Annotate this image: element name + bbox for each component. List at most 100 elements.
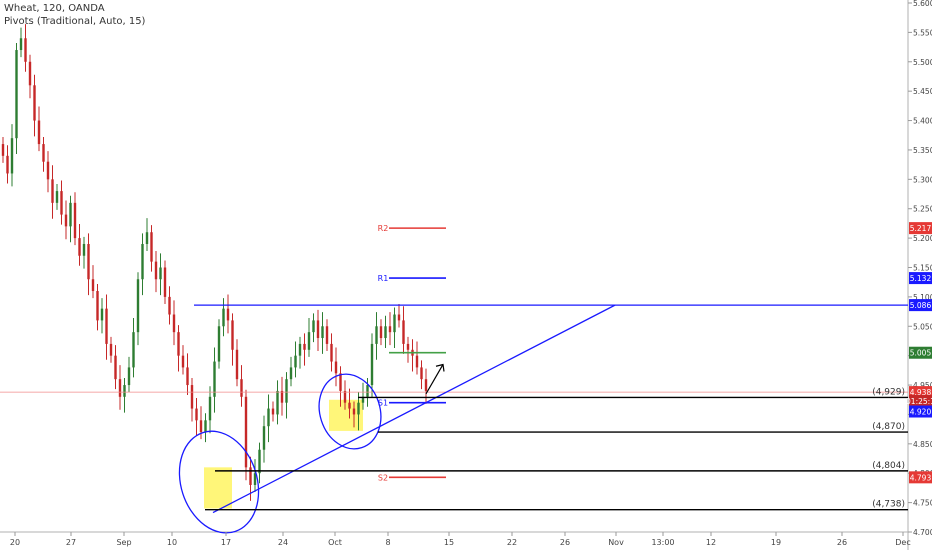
candle-body <box>388 326 392 333</box>
candle-body <box>172 314 176 333</box>
candle-body <box>325 326 329 344</box>
candle-body <box>154 261 158 280</box>
y-tick-label: 5.450 <box>913 87 932 96</box>
candle-body <box>204 420 207 433</box>
x-tick-label: 17 <box>221 538 231 547</box>
x-tick-label: 26 <box>837 538 847 547</box>
candle-body <box>298 343 302 356</box>
candle-body <box>357 402 360 415</box>
x-tick-label: Sep <box>116 538 131 547</box>
candle-body <box>213 361 216 397</box>
x-tick-label: 12 <box>706 538 716 547</box>
y-tick-label: 4.700 <box>913 528 932 537</box>
y-tick-label: 5.550 <box>913 28 932 37</box>
x-tick-label: 24 <box>278 538 288 547</box>
price-badge <box>909 272 932 285</box>
candle-body <box>190 385 194 409</box>
support-label: (4,804) <box>872 461 905 471</box>
y-tick-label: 4.750 <box>913 499 932 508</box>
candle-body <box>127 367 131 386</box>
candle-body <box>415 355 419 368</box>
support-label: (4,870) <box>872 422 905 432</box>
pivot-label: S1 <box>378 399 388 408</box>
indicator-title: Pivots (Traditional, Auto, 15) <box>4 16 146 27</box>
candle-body <box>10 138 14 174</box>
candle-body <box>420 367 423 380</box>
support-label: (4,738) <box>872 500 905 510</box>
candle-body <box>226 308 230 321</box>
candle-body <box>271 408 275 415</box>
candle-body <box>186 367 189 386</box>
x-tick-label: 20 <box>10 538 20 547</box>
pivot-label: R1 <box>378 274 389 283</box>
candle-body <box>330 343 333 362</box>
candle-body <box>96 291 99 321</box>
pivot-lines: R2 R1 S1 S2 <box>378 224 446 482</box>
highlight-boxes <box>204 399 363 509</box>
candle-body <box>289 367 293 380</box>
x-tick-label: 19 <box>771 538 781 547</box>
price-badge-label: 5.086 <box>910 301 932 310</box>
candle-body <box>100 308 104 321</box>
candle-body <box>55 191 59 203</box>
candle-body <box>69 202 72 227</box>
candle-body <box>109 343 113 356</box>
y-tick-label: 5.050 <box>913 322 932 331</box>
candle-body <box>87 243 90 280</box>
candle-body <box>114 355 117 380</box>
candle-body <box>285 379 288 403</box>
price-badge-label: 4.920 <box>910 408 932 417</box>
price-badge-label: 4.793 <box>910 473 932 482</box>
price-badge <box>909 471 932 484</box>
candle-body <box>307 332 311 350</box>
candle-body <box>235 349 239 380</box>
price-badge-label: 5.005 <box>910 349 932 358</box>
candle-body <box>379 326 383 339</box>
candle-body <box>397 314 401 321</box>
candle-body <box>51 179 54 203</box>
price-badge-label: 4.938 <box>910 388 932 397</box>
price-badge-label: 5.217 <box>910 224 932 233</box>
candle-body <box>159 267 162 280</box>
candle-body <box>249 467 252 485</box>
x-tick-label: 13:00 <box>651 538 674 547</box>
price-badge <box>909 299 932 312</box>
candle-body <box>177 332 180 356</box>
x-tick-label: Nov <box>608 538 624 547</box>
candle-body <box>15 50 18 139</box>
y-tick-label: 5.200 <box>913 234 932 243</box>
candle-body <box>60 191 63 215</box>
annotations: (4,929) (4,870) (4,804) (4,738) <box>0 304 908 534</box>
candle-body <box>82 243 86 256</box>
price-badge <box>909 346 932 359</box>
price-badge-label: 01:25:1 <box>906 397 932 406</box>
pivot-label: R2 <box>378 224 389 233</box>
candle-body <box>78 238 81 256</box>
candle-body <box>303 343 306 350</box>
highlight-box-september <box>204 467 232 509</box>
candle-body <box>42 144 45 162</box>
candle-body <box>91 279 95 292</box>
trendline <box>212 304 616 514</box>
candle-body <box>280 390 284 403</box>
price-axis: 5.600 5.550 5.500 5.450 5.400 5.350 5.300 5.250… <box>908 0 932 537</box>
candle-body <box>294 355 297 368</box>
price-badge <box>909 394 932 407</box>
candle-body <box>375 326 378 344</box>
time-axis: 20 27 Sep 10 17 24 Oct 8 15 22 26 Nov 13:00 12 19 26 Dec <box>10 532 911 547</box>
y-tick-label: 5.600 <box>913 0 932 8</box>
candle-body <box>339 373 342 391</box>
candle-body <box>258 449 261 474</box>
pivot-label: S2 <box>378 473 388 482</box>
candle-body <box>222 308 225 327</box>
candle-body <box>262 426 266 450</box>
candle-body <box>195 408 198 421</box>
arrow-head <box>435 363 445 372</box>
candle-body <box>6 155 9 174</box>
candle-body <box>321 326 324 339</box>
candle-body <box>384 326 387 339</box>
chart-legend: Wheat, 120, OANDA Pivots (Traditional, A… <box>4 2 145 28</box>
